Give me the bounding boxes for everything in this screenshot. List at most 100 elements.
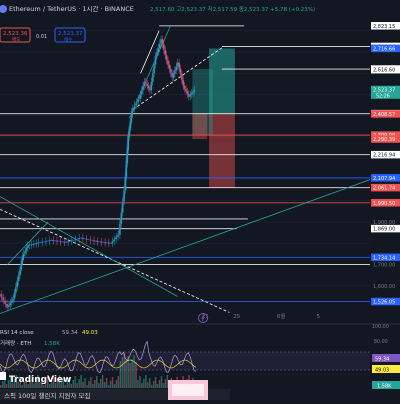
price-tag-bg-0 bbox=[371, 22, 400, 30]
price-tag-bg-13 bbox=[371, 199, 400, 207]
candle-body-8 bbox=[13, 292, 16, 299]
candle-body-15 bbox=[21, 256, 24, 261]
price-tag-13: 1,990.50 bbox=[373, 201, 395, 207]
candle-body-90 bbox=[175, 66, 178, 71]
candle-body-103 bbox=[193, 89, 196, 92]
buy-price: 2,523.37 bbox=[58, 31, 83, 37]
price-tag-5: 2,523.37 bbox=[373, 88, 395, 94]
indicator-pane bbox=[0, 323, 400, 388]
candle-body-1 bbox=[2, 297, 5, 301]
volume-bar-39 bbox=[76, 383, 78, 388]
series-point-15 bbox=[130, 110, 133, 113]
ad-thumbnail-inner bbox=[172, 384, 204, 396]
candle-body-19 bbox=[27, 245, 29, 249]
news-ticker-bar[interactable] bbox=[0, 389, 230, 400]
time-tick-0: 21 bbox=[202, 314, 209, 320]
volume-bar-51 bbox=[100, 379, 102, 388]
candle-body-53 bbox=[125, 163, 128, 177]
candle-body-73 bbox=[151, 73, 154, 82]
buy-button[interactable] bbox=[54, 27, 86, 43]
price-tag-bg-8 bbox=[371, 131, 400, 139]
volume-bar-68 bbox=[133, 355, 135, 388]
tradingview-logo[interactable]: TradingView bbox=[0, 372, 71, 385]
volume-bar-55 bbox=[107, 385, 110, 388]
volume-bar-75 bbox=[147, 382, 149, 388]
volume-bar-37 bbox=[72, 380, 74, 388]
pane-tick-80: 80.00 bbox=[374, 339, 388, 345]
candle-body-13 bbox=[20, 265, 22, 271]
volume-bar-8 bbox=[15, 375, 18, 388]
candle-body-92 bbox=[178, 62, 180, 69]
series-point-6 bbox=[36, 242, 38, 245]
price-tag-bg-19 bbox=[371, 297, 400, 306]
series-point-12 bbox=[117, 234, 120, 236]
volume-bar-54 bbox=[105, 378, 108, 388]
candle-body-67 bbox=[143, 81, 146, 87]
candle-body-5 bbox=[9, 302, 12, 305]
volume-bar-65 bbox=[127, 356, 129, 388]
price-tag-bg-5 bbox=[371, 85, 400, 99]
price-tag-bg-12 bbox=[371, 183, 400, 192]
candle-body-85 bbox=[168, 64, 171, 70]
lightning-icon[interactable] bbox=[198, 313, 208, 323]
candle-body-101 bbox=[190, 93, 193, 95]
candle-body-81 bbox=[163, 44, 165, 50]
candle-body-63 bbox=[137, 98, 140, 102]
volume-bar-10 bbox=[19, 378, 22, 388]
rsi-value-tag bbox=[372, 354, 400, 362]
volume-bar-9 bbox=[17, 382, 20, 388]
volume-bar-50 bbox=[98, 383, 100, 388]
candle-body-44 bbox=[111, 241, 114, 244]
candle-body-10 bbox=[16, 281, 19, 287]
series-point-23 bbox=[176, 61, 179, 64]
volume-bar-32 bbox=[62, 378, 65, 388]
volume-bar-69 bbox=[135, 362, 137, 388]
volume-bar-46 bbox=[90, 377, 92, 388]
candle-body-100 bbox=[189, 94, 191, 97]
candle-body-98 bbox=[186, 91, 189, 94]
trendline-4 bbox=[0, 196, 178, 297]
candle-body-12 bbox=[19, 270, 21, 276]
price-tag-19: 1,526.05 bbox=[373, 300, 395, 306]
series-point-7 bbox=[51, 239, 53, 241]
price-tag-2: 2,716.66 bbox=[373, 46, 395, 52]
volume-bar-41 bbox=[80, 375, 82, 388]
volume-bar-66 bbox=[129, 363, 131, 388]
candle-body-4 bbox=[8, 304, 10, 308]
price-axis[interactable]: 2,823.152,726.042,716.662,619.772,616.60… bbox=[370, 0, 400, 322]
long-position-stop-box bbox=[209, 113, 235, 188]
volume-bar-47 bbox=[92, 384, 94, 388]
rsi-ma-tag-text: 49.03 bbox=[375, 368, 389, 374]
volume-bar-42 bbox=[82, 382, 84, 388]
candle-body-80 bbox=[161, 39, 164, 45]
lightning-glyph bbox=[201, 314, 204, 322]
symbol-title[interactable]: Ethereum / TetherUS · 1시간 · BINANCE bbox=[9, 4, 134, 13]
candle-body-89 bbox=[174, 70, 176, 74]
time-axis[interactable]: 21 25 6월 5 bbox=[202, 312, 321, 320]
series-point-5 bbox=[27, 244, 29, 247]
candle-body-55 bbox=[127, 137, 130, 151]
volume-tag-text: 1.58K bbox=[377, 384, 392, 390]
volume-bar-63 bbox=[123, 353, 125, 388]
volume-bar-36 bbox=[70, 384, 72, 388]
price-tag-11: 2,107.94 bbox=[373, 176, 395, 182]
sell-button[interactable] bbox=[0, 27, 31, 43]
candle-body-94 bbox=[181, 74, 183, 81]
candle-body-70 bbox=[147, 86, 150, 89]
volume-bar-72 bbox=[141, 383, 143, 388]
volume-bar-30 bbox=[58, 375, 61, 388]
volume-bar-59 bbox=[115, 380, 118, 388]
candle-body-84 bbox=[167, 60, 169, 65]
volume-bar-18 bbox=[35, 379, 37, 388]
price-tag-17: 1,700.00 bbox=[373, 263, 395, 269]
candle-body-66 bbox=[142, 86, 144, 91]
candle-body-47 bbox=[117, 234, 119, 237]
header: Ethereum / TetherUS · 1시간 · BINANCE 2,51… bbox=[0, 4, 315, 43]
candle-body-2 bbox=[4, 300, 6, 304]
volume-bar-7 bbox=[13, 379, 16, 388]
candle-body-18 bbox=[25, 248, 28, 251]
rsi-value-b: 49.03 bbox=[82, 330, 98, 336]
volume-bar-79 bbox=[154, 377, 157, 388]
candle-body-87 bbox=[171, 73, 173, 78]
